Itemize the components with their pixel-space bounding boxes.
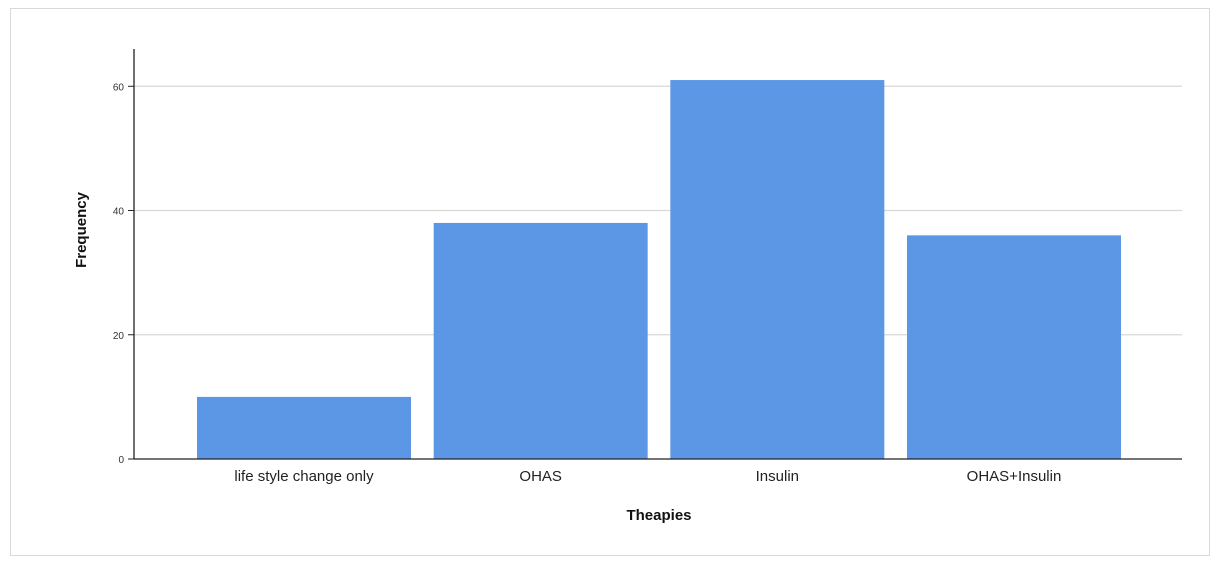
bars [197,80,1121,459]
x-tick-label: life style change only [234,468,374,485]
y-tick-label: 60 [113,82,125,93]
axes [133,49,1182,460]
x-tick-label: Insulin [756,468,799,485]
y-tick-label: 20 [113,331,125,342]
x-tick-label: OHAS+Insulin [967,468,1062,485]
y-tick-labels: 0 20 40 60 [113,82,134,466]
y-tick-label: 0 [118,455,124,466]
y-axis-title: Frequency [73,191,90,268]
x-tick-labels: life style change only OHAS Insulin OHAS+In… [234,468,1061,485]
bar-ohas-insulin [907,235,1121,459]
x-axis-title: Theapies [626,507,691,524]
bar-ohas [433,222,648,459]
bar-insulin [670,80,885,459]
bar-life-style-change-only [197,396,411,459]
x-tick-label: OHAS [519,468,562,485]
y-tick-label: 40 [113,207,125,218]
